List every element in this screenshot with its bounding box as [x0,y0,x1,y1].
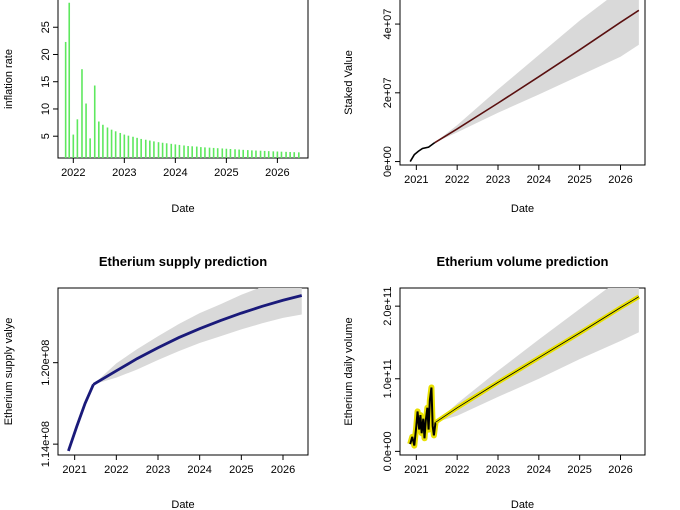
x-tick-label: 2026 [608,174,632,186]
x-tick-label: 2024 [187,464,211,476]
forecast-series-line [92,294,303,386]
x-tick-label: 2021 [404,464,428,476]
x-tick-label: 2021 [62,464,86,476]
x-axis-label: Date [511,499,534,510]
x-tick-label: 2023 [112,167,136,179]
forecast-series-core [435,296,640,423]
x-tick-label: 2022 [445,174,469,186]
prediction-interval-band [93,288,302,385]
y-tick-label: 4e+07 [382,9,394,40]
x-tick-label: 2023 [486,174,510,186]
x-axis-label: Date [511,203,534,215]
x-tick-label: 2025 [214,167,238,179]
observed-series-line [67,383,95,452]
staked-value-panel: 2021 2022 2023 2024 2025 2026 0e+00 2e+07 4e+07 D… [343,0,646,215]
y-tick-label: 2e+07 [382,77,394,108]
chart-title: Etherium volume prediction [437,254,609,269]
x-tick-label: 2025 [229,464,253,476]
x-tick-label: 2026 [271,464,295,476]
forecast-series-line [434,9,640,144]
x-tick-label: 2026 [608,464,632,476]
y-axis-label: Etherium daily volume [343,317,355,425]
inflation-rate-panel: 2022 2023 2024 2025 2026510152025Dateinflati… [3,0,309,215]
y-tick-label: 10 [40,103,52,115]
y-tick-label: 15 [40,76,52,88]
plot-frame [57,287,309,456]
x-axis-label: Date [171,499,194,510]
y-axis-label: Etherium supply valye [3,318,15,426]
x-tick-label: 2024 [527,464,551,476]
x-tick-label: 2021 [404,174,428,186]
x-tick-label: 2023 [486,464,510,476]
prediction-interval-band [435,288,639,423]
y-axis-label: inflation rate [3,49,15,109]
x-tick-label: 2022 [61,167,85,179]
observed-series-line [409,387,437,446]
y-tick-label: 20 [40,48,52,60]
y-axis-label: Staked Value [343,50,355,115]
x-tick-label: 2022 [445,464,469,476]
y-tick-label: 1.14e+08 [40,421,52,467]
y-tick-label: 0e+00 [382,146,394,177]
x-tick-label: 2025 [567,464,591,476]
supply-prediction-panel: 2021 2022 2023 2024 2025 2026 1.14e+08 1.20e+08… [3,254,309,510]
y-tick-label: 25 [40,21,52,33]
plot-frame [399,287,646,456]
y-tick-label: 1.0e+11 [382,359,394,398]
plot-frame [399,0,646,166]
volume-prediction-panel: 2021 2022 2023 2024 2025 2026 0.0e+00 1.0e+11 2.… [343,254,646,510]
prediction-interval-band [434,0,639,143]
y-tick-label: 0.0e+00 [382,431,394,471]
x-tick-label: 2022 [104,464,128,476]
y-tick-label: 2.0e+11 [382,287,394,326]
plot-frame [57,0,309,159]
x-tick-label: 2025 [567,174,591,186]
x-tick-label: 2024 [527,174,551,186]
x-axis-label: Date [171,203,194,215]
y-tick-label: 1.20e+08 [40,340,52,386]
observed-series-line [409,142,436,162]
x-tick-label: 2026 [265,167,289,179]
x-tick-label: 2024 [163,167,187,179]
chart-title: Etherium supply prediction [99,254,267,269]
y-tick-label: 5 [40,133,52,139]
x-tick-label: 2023 [146,464,170,476]
